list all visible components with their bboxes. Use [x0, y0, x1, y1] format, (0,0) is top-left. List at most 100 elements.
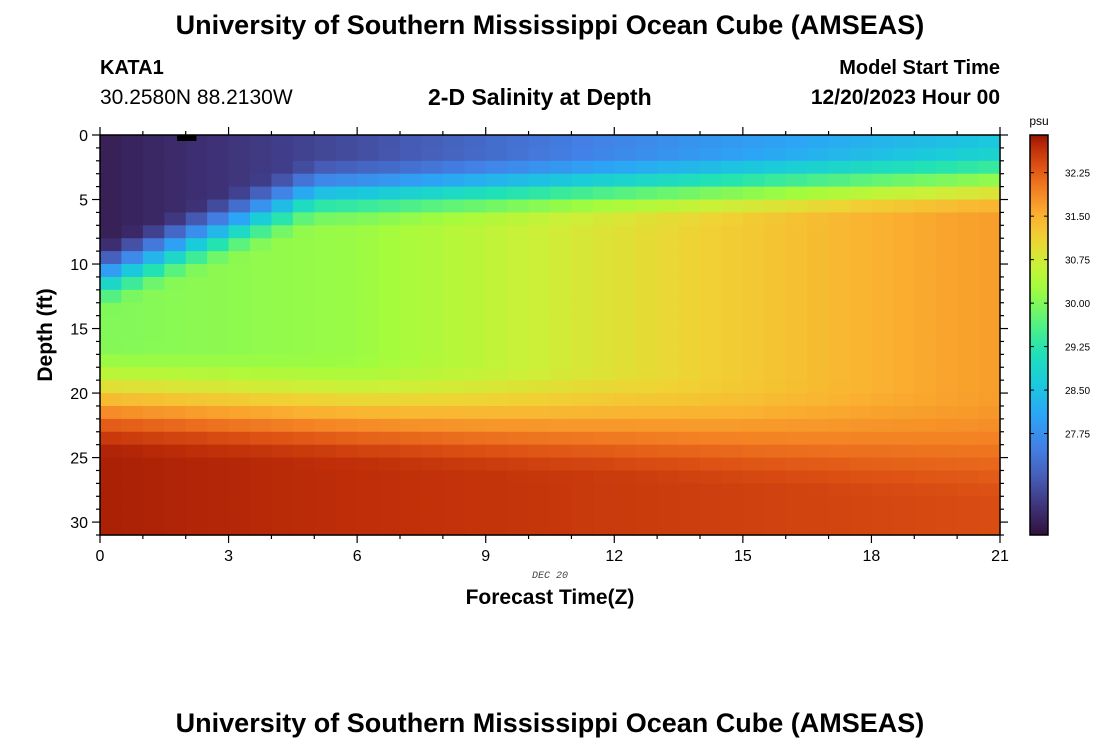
heatmap-cell [721, 367, 744, 381]
heatmap-cell [421, 173, 444, 188]
heatmap-cell [828, 509, 851, 523]
heatmap-cell [871, 457, 894, 472]
heatmap-cell [528, 380, 551, 394]
heatmap-cell [357, 522, 380, 536]
heatmap-cell [914, 199, 937, 214]
heatmap-cell [614, 393, 637, 407]
heatmap-cell [442, 147, 465, 162]
heatmap-cell [485, 470, 508, 484]
x-axis: 0 3 6 9 12 15 18 21 [96, 127, 1009, 565]
heatmap-cell [335, 276, 358, 291]
heatmap-cell [250, 147, 273, 162]
heatmap-cell [764, 418, 787, 433]
heatmap-cell [378, 186, 401, 201]
heatmap-cell [142, 354, 165, 368]
heatmap-cell [228, 522, 251, 536]
heatmap-cell [785, 238, 808, 252]
heatmap-cell [914, 509, 937, 523]
heatmap-cell [657, 199, 680, 214]
heatmap-cell [592, 173, 615, 188]
heatmap-cell [850, 341, 873, 355]
heatmap-cell [271, 522, 294, 536]
heatmap-cell [571, 380, 594, 394]
heatmap-cell [100, 341, 123, 355]
heatmap-cell [914, 444, 937, 459]
heatmap-cell [485, 199, 508, 214]
y-tick-label: 0 [79, 128, 88, 145]
heatmap-cell [721, 354, 744, 368]
heatmap-cell [678, 522, 701, 536]
heatmap-cell [935, 264, 958, 278]
heatmap-cell [764, 470, 787, 484]
heatmap-cell [378, 457, 401, 472]
heatmap-cell [292, 302, 315, 317]
heatmap-cell [464, 354, 487, 368]
heatmap-cell [700, 289, 723, 304]
heatmap-cell [657, 496, 680, 510]
heatmap-cell [785, 289, 808, 304]
heatmap-cell [164, 173, 187, 188]
heatmap-cell [807, 522, 830, 536]
heatmap-cell [892, 328, 915, 343]
heatmap-cell [142, 496, 165, 510]
heatmap-cell [742, 302, 765, 317]
heatmap-cell [335, 509, 358, 523]
heatmap-cell [100, 173, 123, 188]
x-tick-label: 15 [734, 548, 752, 565]
heatmap-cell [442, 418, 465, 433]
heatmap-cell [314, 341, 337, 355]
heatmap-cell [700, 135, 723, 149]
heatmap-cell [485, 238, 508, 252]
heatmap-cell [271, 470, 294, 484]
heatmap-cell [228, 444, 251, 459]
heatmap-cell [507, 160, 530, 175]
heatmap-cell [164, 393, 187, 407]
heatmap-cell [550, 315, 573, 330]
heatmap-cell [164, 380, 187, 394]
heatmap-cell [100, 457, 123, 472]
heatmap-cell [507, 147, 530, 162]
heatmap-cell [807, 135, 830, 149]
heatmap-cell [292, 444, 315, 459]
heatmap-cell [421, 135, 444, 149]
heatmap-cell [892, 393, 915, 407]
heatmap-cell [850, 457, 873, 472]
heatmap-cell [635, 147, 658, 162]
colorbar-tick-label: 30.75 [1065, 256, 1090, 267]
heatmap-cell [721, 225, 744, 239]
heatmap-cell [121, 315, 144, 330]
heatmap-cell [164, 238, 187, 252]
heatmap-cell [250, 186, 273, 201]
heatmap-cell [207, 276, 230, 291]
heatmap-cell [614, 328, 637, 343]
heatmap-cell [485, 380, 508, 394]
heatmap-cell [357, 509, 380, 523]
heatmap-cell [442, 315, 465, 330]
heatmap-cell [850, 251, 873, 265]
heatmap-cell [271, 367, 294, 381]
heatmap-cell [592, 328, 615, 343]
heatmap-cell [892, 444, 915, 459]
heatmap-cell [207, 186, 230, 201]
heatmap-cell [314, 212, 337, 226]
heatmap-cell [292, 276, 315, 291]
heatmap-cell [935, 393, 958, 407]
heatmap-cell [442, 509, 465, 523]
heatmap-cell [100, 444, 123, 459]
heatmap-cell [185, 470, 208, 484]
heatmap-cell [700, 276, 723, 291]
heatmap-cell [378, 418, 401, 433]
heatmap-cell [464, 328, 487, 343]
heatmap-cell [571, 160, 594, 175]
heatmap-cell [100, 470, 123, 484]
heatmap-cell [292, 212, 315, 226]
heatmap-cell [250, 173, 273, 188]
heatmap-cell [742, 496, 765, 510]
heatmap-cell [721, 186, 744, 201]
colorbar-tick-label: 27.75 [1065, 430, 1090, 441]
model-start-value: 12/20/2023 Hour 00 [810, 86, 1000, 109]
heatmap-cell [935, 457, 958, 472]
heatmap-cell [614, 212, 637, 226]
heatmap-cell [871, 522, 894, 536]
heatmap-cell [292, 225, 315, 239]
